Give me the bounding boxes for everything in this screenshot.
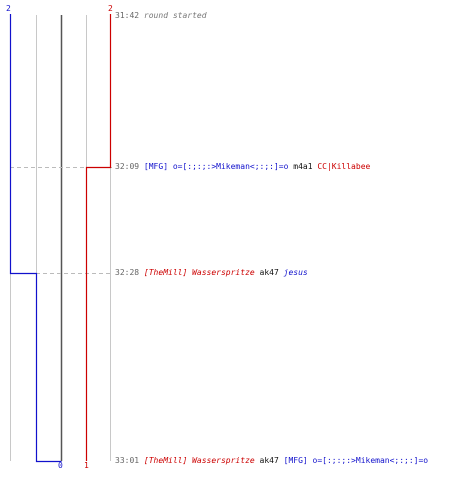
- event-weapon: m4a1: [293, 162, 313, 171]
- event-time: 33:01: [115, 456, 140, 465]
- event-weapon: ak47: [259, 268, 279, 277]
- event-kill: 32:28 [TheMill] Wasserspritze ak47 jesus: [115, 268, 308, 278]
- event-message: round started: [143, 11, 207, 20]
- event-victim: jesus: [283, 268, 308, 277]
- grid-lines: [10, 15, 111, 461]
- event-kill: 33:01 [TheMill] Wasserspritze ak47 [MFG]…: [115, 456, 428, 466]
- team-red-start-score: 2: [108, 4, 113, 13]
- event-kill: 32:09 [MFG] o=[:;:;:>Mikeman<;:;:]=o m4a…: [115, 162, 370, 172]
- team-blue-start-score: 2: [6, 4, 11, 13]
- event-victim: CC|Killabee: [317, 162, 371, 171]
- event-round-start: 31:42 round started: [115, 11, 207, 21]
- event-time: 32:28: [115, 268, 140, 277]
- team-red-end-score: 1: [84, 461, 89, 470]
- team-red-line: [85, 14, 112, 461]
- event-killer: [TheMill] Wasserspritze: [143, 268, 255, 277]
- event-time: 32:09: [115, 162, 140, 171]
- event-killer: [TheMill] Wasserspritze: [143, 456, 255, 465]
- event-time: 31:42: [115, 11, 140, 20]
- event-killer: [MFG] o=[:;:;:>Mikeman<;:;:]=o: [143, 162, 289, 171]
- event-weapon: ak47: [259, 456, 279, 465]
- team-blue-line: [9, 14, 62, 463]
- team-blue-end-score: 0: [58, 461, 63, 470]
- event-victim: [MFG] o=[:;:;:>Mikeman<;:;:]=o: [283, 456, 429, 465]
